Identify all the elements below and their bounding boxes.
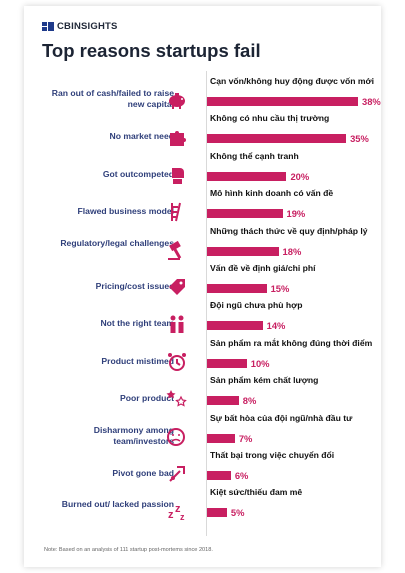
bar xyxy=(207,358,247,368)
bar xyxy=(207,284,267,293)
bar xyxy=(207,209,283,219)
data-label: 10% xyxy=(250,357,270,369)
price-tag-icon xyxy=(165,275,189,299)
annotation-label: Sự bất hòa của đội ngũ/nhà đầu tư xyxy=(210,412,353,423)
chart-row: Pricing/cost issues Vấn đề về định giá/ch… xyxy=(24,259,381,299)
boxing-glove-icon xyxy=(165,163,189,187)
category-label: Got outcompeted xyxy=(102,168,174,179)
svg-text:z: z xyxy=(168,509,174,521)
category-label: Ran out of cash/failed to raise new capi… xyxy=(51,88,174,109)
chart-row: Regulatory/legal challenges Những thách t… xyxy=(24,222,381,262)
svg-text:z: z xyxy=(175,503,181,515)
category-label: Pricing/cost issues xyxy=(95,281,174,291)
chart-row: Product mistimed Sản phẩm ra mắt không đú… xyxy=(24,334,381,374)
team-people-icon xyxy=(165,312,189,336)
category-label: Flawed business model xyxy=(77,206,174,217)
footnote: Note: Based on an analysis of 111 startu… xyxy=(44,547,213,553)
bar xyxy=(207,97,358,106)
bar xyxy=(207,471,231,480)
bar xyxy=(207,321,263,331)
data-label: 38% xyxy=(362,96,381,107)
annotation-label: Mô hình kinh doanh có vấn đề xyxy=(210,188,334,199)
annotation-label: Đội ngũ chưa phù hợp xyxy=(210,300,303,311)
annotation-label: Không có nhu cầu thị trường xyxy=(210,113,330,124)
chart-row: Pivot gone bad Thất bại trong việc chuyển… xyxy=(24,446,381,486)
annotation-label: Sản phẩm kém chất lượng xyxy=(210,375,319,386)
category-label: Regulatory/legal challenges xyxy=(60,237,174,248)
bar xyxy=(207,134,347,144)
data-label: 18% xyxy=(282,245,302,257)
cbinsights-logo-mark xyxy=(42,21,54,31)
chart-row: Burned out/ lacked passion z z z Kiệt sức/th… xyxy=(24,483,381,523)
chart-row: No market need Không có nhu cầu thị trườn… xyxy=(24,109,381,149)
category-label: Not the right team xyxy=(100,318,174,329)
bar xyxy=(207,433,235,443)
chart-row: Ran out of cash/failed to raise new capi… xyxy=(24,72,381,112)
annotation-label: Sản phẩm ra mắt không đúng thời điểm xyxy=(210,337,373,348)
axis-divider xyxy=(206,71,207,536)
worried-face-icon xyxy=(165,425,189,449)
data-label: 8% xyxy=(242,395,257,407)
data-label: 20% xyxy=(290,170,310,182)
brand-name: CBINSIGHTS xyxy=(57,20,118,32)
piggy-bank-icon xyxy=(165,88,189,112)
annotation-label: Vấn đề về định giá/chi phí xyxy=(210,263,316,273)
annotation-label: Cạn vốn/không huy động được vốn mới xyxy=(210,76,375,86)
puzzle-piece-icon xyxy=(165,125,189,149)
chart-row: Disharmony among team/investors Sự bất hò… xyxy=(24,409,381,449)
data-label: 7% xyxy=(238,432,253,444)
category-label: Product mistimed xyxy=(101,355,174,366)
category-label: Burned out/ lacked passion xyxy=(61,499,174,510)
annotation-label: Những thách thức về quy định/pháp lý xyxy=(210,225,368,236)
svg-text:z: z xyxy=(180,512,185,522)
bar xyxy=(207,396,239,406)
broken-ladder-icon xyxy=(165,200,189,224)
chart-row: Got outcompeted Không thể cạnh tranh 20% xyxy=(24,147,381,187)
category-label: Disharmony among team/investors xyxy=(93,424,174,446)
arrow-pivot-icon xyxy=(165,462,189,486)
stars-rating-icon xyxy=(165,387,189,411)
category-label: No market need xyxy=(109,131,174,142)
chart-row: Poor product Sản phẩm kém chất lượng 8% xyxy=(24,371,381,411)
data-label: 14% xyxy=(266,320,286,332)
category-label: Poor product xyxy=(120,393,174,404)
data-label: 6% xyxy=(234,470,249,481)
cbinsights-logo: CBINSIGHTS xyxy=(42,19,118,33)
bar xyxy=(207,246,279,256)
data-label: 5% xyxy=(230,507,245,519)
annotation-label: Thất bại trong việc chuyển đổi xyxy=(210,450,335,460)
annotation-label: Kiệt sức/thiếu đam mê xyxy=(210,487,303,498)
gavel-icon xyxy=(165,238,189,262)
data-label: 35% xyxy=(350,133,369,145)
chart-row: Flawed business model Mô hình kinh doanh … xyxy=(24,184,381,224)
chart-row: Not the right team Đội ngũ chưa phù hợp 14… xyxy=(24,296,381,336)
category-label: Pivot gone bad xyxy=(112,468,174,478)
bar xyxy=(207,508,227,518)
data-label: 19% xyxy=(286,208,306,220)
annotation-label: Không thể cạnh tranh xyxy=(210,150,299,161)
data-label: 15% xyxy=(270,283,290,294)
infographic-card: CBINSIGHTS Top reasons startups fail Ran… xyxy=(24,6,381,567)
chart-title: Top reasons startups fail xyxy=(42,40,261,61)
bar xyxy=(207,171,287,181)
alarm-clock-icon xyxy=(165,350,189,374)
